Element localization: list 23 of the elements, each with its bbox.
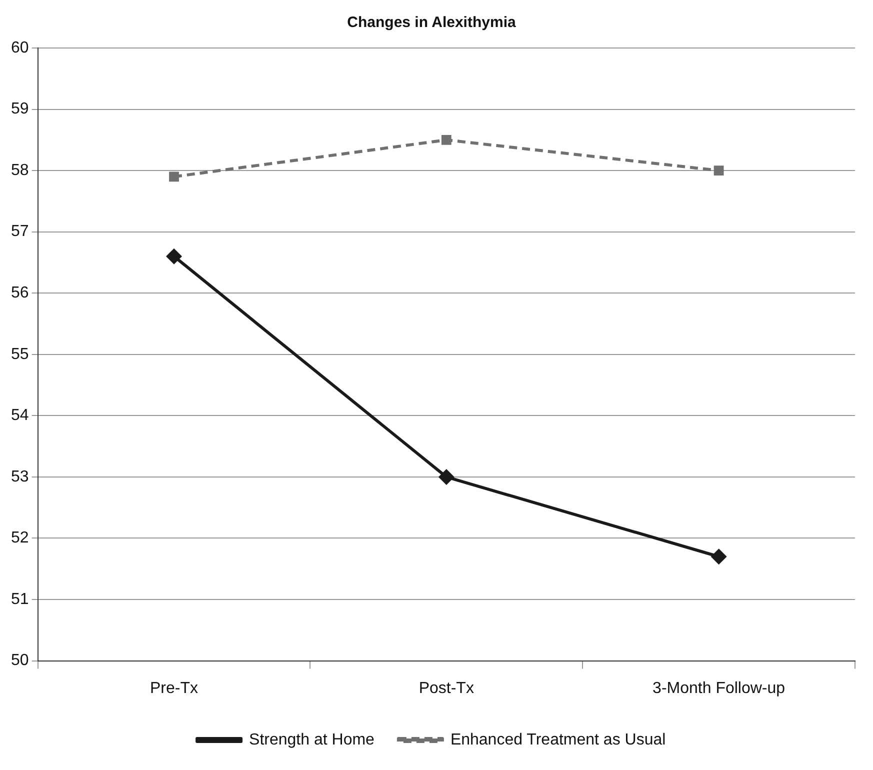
y-tick-label: 54 [11,407,29,424]
y-tick-label: 52 [11,530,29,547]
point [710,548,727,565]
chart-title: Changes in Alexithymia [347,14,516,32]
y-tick-label: 55 [11,346,29,363]
point [169,172,179,182]
legend-label: Enhanced Treatment as Usual [450,731,666,748]
y-tick-label: 58 [11,162,29,179]
y-tick-label: 60 [11,39,29,56]
y-tick-label: 50 [11,652,29,670]
y-tick-label: 57 [11,223,29,240]
x-tick-label: Pre-Tx [150,680,198,697]
legend-label: Strength at Home [249,731,375,748]
point [166,248,182,264]
x-tick-label: 3-Month Follow-up [652,680,786,697]
y-tick-label: 51 [11,590,29,608]
point [714,166,724,176]
point [438,468,454,485]
y-tick-label: 59 [11,100,29,118]
y-tick-label: 56 [11,284,29,302]
y-tick-label: 53 [11,468,29,486]
x-tick-label: Post-Tx [418,680,474,697]
point [441,134,452,145]
